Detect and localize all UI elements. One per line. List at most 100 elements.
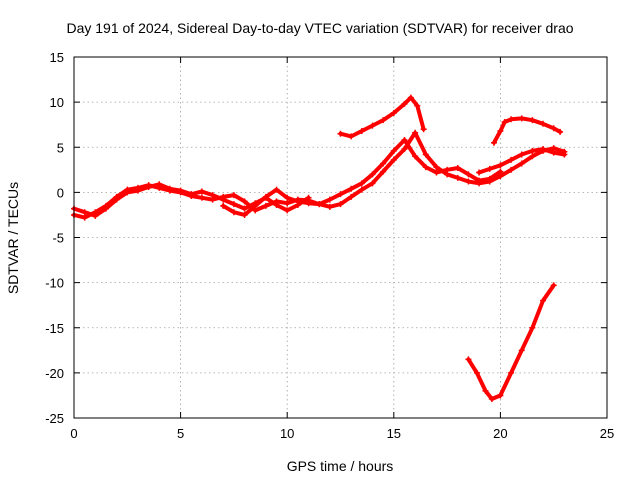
data-point [380, 160, 387, 167]
series-line [466, 283, 556, 401]
data-point [561, 151, 568, 158]
data-point [326, 196, 333, 203]
y-tick-label: 15 [50, 50, 64, 65]
data-point [209, 192, 216, 199]
series-track-8 [465, 282, 557, 403]
data-point [497, 392, 504, 399]
data-point [422, 151, 429, 158]
data-point [241, 205, 248, 212]
data-point [491, 139, 498, 146]
data-point [465, 356, 472, 363]
x-tick-label: 0 [70, 426, 77, 441]
data-point [412, 153, 419, 160]
data-point [476, 169, 483, 176]
data-point [433, 169, 440, 176]
data-point [156, 181, 163, 188]
data-point [81, 209, 88, 216]
data-point [529, 117, 536, 124]
y-tick-label: -20 [45, 366, 64, 381]
data-point [557, 128, 564, 135]
series-line [72, 182, 311, 218]
data-point [550, 149, 557, 156]
data-point [414, 102, 421, 109]
y-tick-label: -25 [45, 411, 64, 426]
data-point [444, 171, 451, 178]
data-point [497, 173, 504, 180]
data-point [81, 214, 88, 221]
data-point [529, 153, 536, 160]
data-point [326, 203, 333, 210]
data-point [380, 117, 387, 124]
series-track-4 [284, 129, 568, 210]
y-tick-label: 10 [50, 95, 64, 110]
data-point [433, 164, 440, 171]
data-point [465, 178, 472, 185]
data-point [401, 146, 408, 153]
data-point [337, 201, 344, 208]
y-tick-label: -5 [52, 231, 64, 246]
series-group [71, 94, 568, 403]
data-point [454, 165, 461, 172]
data-point [508, 156, 515, 163]
data-point [113, 196, 120, 203]
data-point [420, 126, 427, 133]
data-point [369, 122, 376, 129]
data-point [454, 174, 461, 181]
data-point [497, 128, 504, 135]
plot-frame [73, 56, 608, 419]
data-point [305, 197, 312, 204]
data-point [508, 116, 515, 123]
data-point [284, 194, 291, 201]
data-point [401, 100, 408, 107]
data-point [390, 109, 397, 116]
data-point [273, 186, 280, 193]
y-tick-label: 5 [57, 140, 64, 155]
data-point [230, 201, 237, 208]
data-point [518, 151, 525, 158]
data-point [284, 200, 291, 207]
data-point [337, 130, 344, 137]
data-point [486, 165, 493, 172]
data-point [145, 183, 152, 190]
data-point [401, 137, 408, 144]
data-point [473, 369, 480, 376]
data-point [241, 211, 248, 218]
series-track-7 [491, 115, 564, 146]
x-tick-label: 10 [280, 426, 294, 441]
y-axis-title: SDTVAR / TECUs [5, 182, 21, 294]
y-tick-label: -15 [45, 321, 64, 336]
data-point [348, 193, 355, 200]
data-point [422, 164, 429, 171]
data-point [390, 147, 397, 154]
data-point [369, 180, 376, 187]
data-point [230, 209, 237, 216]
series-track-6 [476, 146, 568, 176]
data-point [358, 180, 365, 187]
data-point [166, 185, 173, 192]
data-point [412, 129, 419, 136]
y-tick-label: -10 [45, 276, 64, 291]
series-line [338, 95, 426, 139]
data-point [124, 189, 131, 196]
data-point [476, 180, 483, 187]
data-point [348, 185, 355, 192]
data-point [482, 387, 489, 394]
data-point [380, 168, 387, 175]
data-point [358, 186, 365, 193]
data-point [518, 115, 525, 122]
x-tick-label: 5 [177, 426, 184, 441]
data-point [488, 396, 495, 403]
data-point [390, 156, 397, 163]
data-point [273, 202, 280, 209]
data-point [550, 282, 557, 289]
grid [74, 57, 607, 418]
data-point [529, 324, 536, 331]
data-point [508, 166, 515, 173]
data-point [284, 207, 291, 214]
data-point [348, 133, 355, 140]
data-point [540, 146, 547, 153]
x-tick-label: 15 [387, 426, 401, 441]
data-point [497, 162, 504, 169]
data-point [92, 212, 99, 219]
